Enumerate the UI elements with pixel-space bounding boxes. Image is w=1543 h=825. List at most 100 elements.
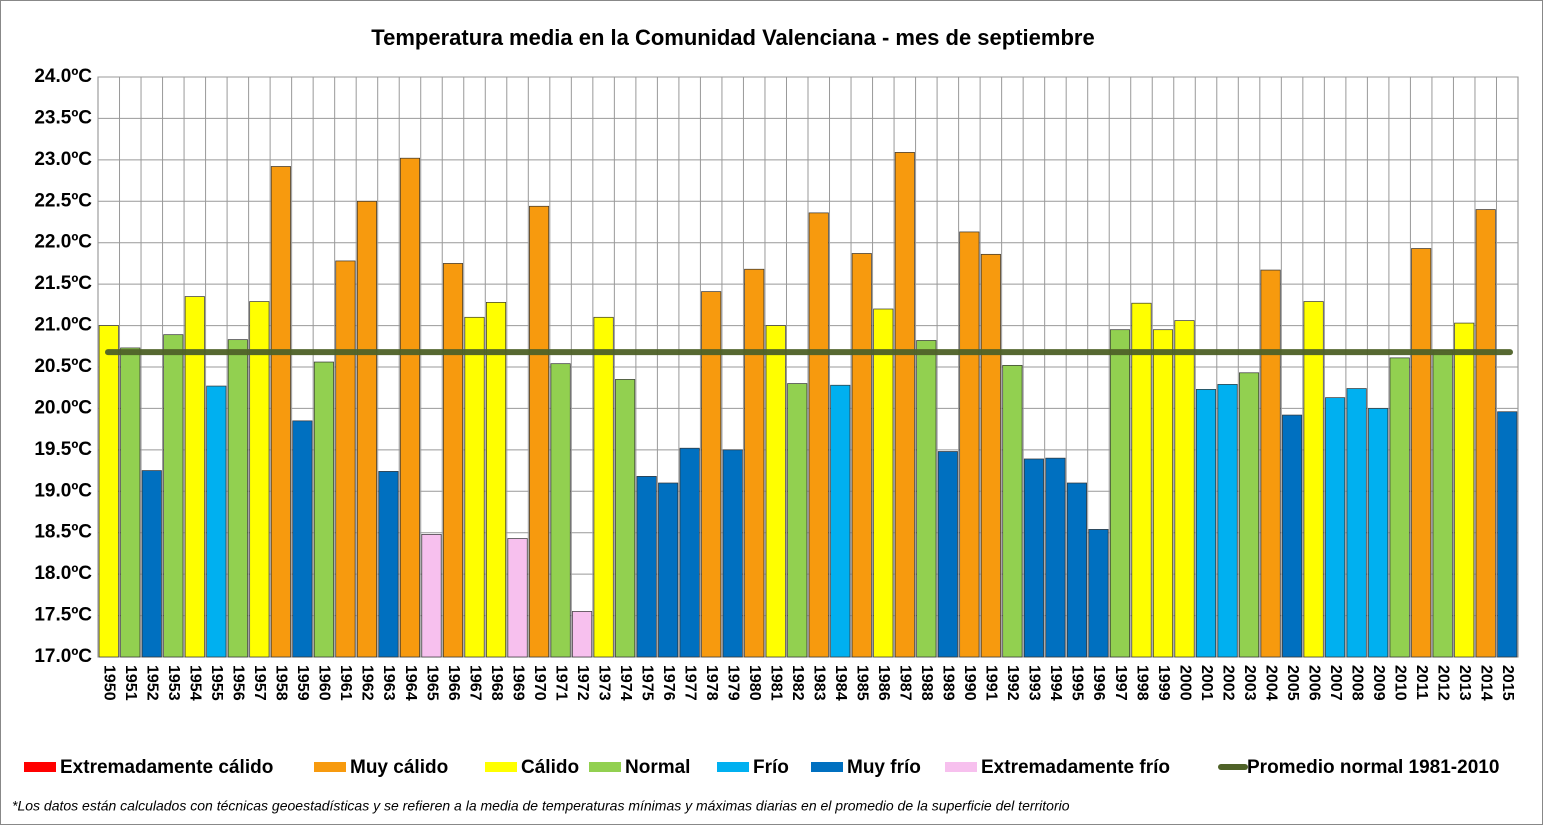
x-tick-label: 1968: [488, 665, 505, 701]
bar: [1303, 301, 1324, 658]
y-tick-label: 21.0ºC: [34, 315, 92, 336]
x-tick-label: 1980: [746, 665, 763, 701]
x-tick-label: 1977: [681, 665, 698, 701]
x-tick-label: 2002: [1219, 665, 1236, 701]
x-tick-label: 1991: [983, 665, 1000, 701]
bar: [1131, 302, 1152, 658]
bar: [1023, 458, 1044, 658]
bar: [1411, 248, 1432, 658]
x-tick-label: 1972: [574, 665, 591, 701]
x-tick-label: 1961: [337, 665, 354, 701]
x-tick-label: 1969: [509, 665, 526, 701]
legend-swatch: [811, 762, 843, 772]
bar: [1217, 384, 1238, 658]
y-tick-label: 18.0ºC: [34, 563, 92, 584]
bar: [1088, 529, 1109, 658]
x-tick-label: 1987: [897, 665, 914, 701]
x-tick-label: 1979: [724, 665, 741, 701]
legend-label: Cálido: [521, 757, 579, 778]
legend-label: Promedio normal 1981-2010: [1247, 757, 1499, 778]
x-tick-label: 1967: [466, 665, 483, 701]
x-tick-label: 2006: [1305, 665, 1322, 701]
x-tick-label: 1962: [359, 665, 376, 701]
bar: [378, 471, 399, 658]
legend-label: Frío: [753, 757, 789, 778]
legend-swatch: [485, 762, 517, 772]
x-tick-label: 1994: [1047, 665, 1064, 701]
x-tick-label: 1986: [875, 665, 892, 701]
legend-swatch: [314, 762, 346, 772]
bar: [1066, 482, 1087, 658]
x-tick-label: 1997: [1112, 665, 1129, 701]
x-tick-label: 1988: [918, 665, 935, 701]
x-tick-label: 1958: [273, 665, 290, 701]
x-tick-label: 2014: [1477, 665, 1494, 701]
bar: [1325, 397, 1346, 658]
bar: [851, 253, 872, 658]
x-tick-label: 1990: [961, 665, 978, 701]
bar: [163, 334, 184, 658]
bar: [615, 379, 636, 658]
legend-label: Muy cálido: [350, 757, 448, 778]
x-tick-label: 2003: [1241, 665, 1258, 701]
y-tick-label: 20.5ºC: [34, 356, 92, 377]
bar: [356, 200, 377, 658]
bar: [1389, 357, 1410, 658]
x-tick-label: 1964: [402, 665, 419, 701]
bar: [1260, 269, 1281, 658]
x-tick-label: 1960: [316, 665, 333, 701]
legend-label: Extremadamente cálido: [60, 757, 273, 778]
bar: [744, 268, 765, 658]
x-tick-label: 1976: [660, 665, 677, 701]
x-tick-label: 2008: [1348, 665, 1365, 701]
x-tick-label: 1993: [1026, 665, 1043, 701]
x-tick-label: 1983: [811, 665, 828, 701]
bar: [722, 449, 743, 658]
bar: [916, 340, 937, 658]
y-tick-label: 20.0ºC: [34, 397, 92, 418]
x-tick-label: 1989: [940, 665, 957, 701]
x-tick-label: 2011: [1413, 665, 1430, 700]
x-tick-label: 1992: [1004, 665, 1021, 701]
bar: [701, 291, 722, 658]
y-tick-label: 19.0ºC: [34, 480, 92, 501]
bar: [937, 451, 958, 658]
x-tick-label: 1984: [832, 665, 849, 701]
bar: [808, 212, 829, 658]
bar: [141, 470, 162, 658]
bar: [1282, 414, 1303, 658]
bar: [270, 166, 291, 658]
y-tick-label: 23.5ºC: [34, 107, 92, 128]
bar: [593, 316, 614, 658]
x-tick-label: 1952: [144, 665, 161, 701]
footnote: *Los datos están calculados con técnicas…: [12, 798, 1070, 814]
bar: [1002, 364, 1023, 658]
bar: [227, 339, 248, 658]
x-tick-label: 1950: [101, 665, 118, 701]
bar: [1497, 411, 1518, 658]
bar: [636, 476, 657, 658]
x-tick-label: 1959: [294, 665, 311, 701]
bar: [1045, 457, 1066, 658]
x-tick-label: 1965: [423, 665, 440, 701]
x-tick-label: 1975: [638, 665, 655, 701]
chart-title: Temperatura media en la Comunidad Valenc…: [371, 25, 1094, 50]
bar: [507, 538, 528, 658]
bar: [1454, 322, 1475, 658]
bar: [1109, 329, 1131, 658]
y-tick-label: 23.0ºC: [34, 149, 92, 170]
x-tick-label: 1985: [854, 665, 871, 701]
bar: [894, 152, 915, 658]
bar: [1346, 388, 1367, 658]
x-tick-label: 1970: [531, 665, 548, 701]
bar: [1239, 372, 1260, 658]
bar: [1432, 350, 1453, 658]
x-tick-label: 1978: [703, 665, 720, 701]
bar: [873, 308, 894, 658]
legend-swatch: [945, 762, 977, 772]
x-tick-label: 1956: [230, 665, 247, 701]
x-tick-label: 1957: [251, 665, 268, 701]
bar: [120, 347, 141, 658]
bar: [292, 420, 313, 658]
